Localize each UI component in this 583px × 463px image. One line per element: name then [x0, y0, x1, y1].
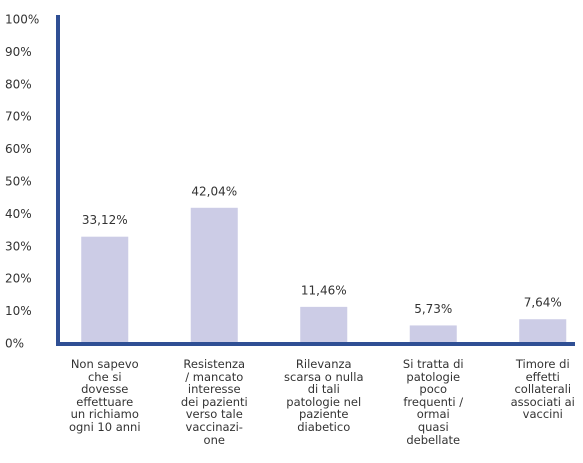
x-tick-label: Resistenza / mancato interesse dei pazie… [180, 357, 248, 447]
y-tick-label: 0% [5, 337, 24, 351]
y-tick-label: 80% [5, 77, 32, 91]
y-tick-label: 60% [5, 142, 32, 156]
y-tick-label: 50% [5, 175, 32, 189]
x-tick-label: Timore di effetti collaterali associati … [510, 357, 575, 422]
value-label: 5,73% [414, 302, 452, 316]
y-tick-label: 70% [5, 110, 32, 124]
value-label: 33,12% [82, 213, 128, 227]
y-tick-label: 20% [5, 272, 32, 286]
value-label: 11,46% [301, 283, 347, 297]
y-tick-label: 10% [5, 304, 32, 318]
bar [300, 306, 348, 344]
bar [81, 236, 129, 344]
bar [519, 319, 567, 344]
bar [409, 325, 457, 344]
y-tick-label: 30% [5, 239, 32, 253]
y-tick-label: 40% [5, 207, 32, 221]
bar [190, 207, 238, 344]
y-tick-label: 100% [5, 13, 39, 27]
value-label: 42,04% [191, 184, 237, 198]
x-tick-label: Rilevanza scarsa o nulla di tali patolog… [284, 357, 364, 434]
y-tick-label: 90% [5, 45, 32, 59]
x-tick-label: Non sapevo che si dovesse effettuare un … [68, 357, 141, 434]
value-label: 7,64% [524, 296, 562, 310]
x-tick-label: Si tratta di patologie poco frequenti / … [402, 357, 464, 447]
